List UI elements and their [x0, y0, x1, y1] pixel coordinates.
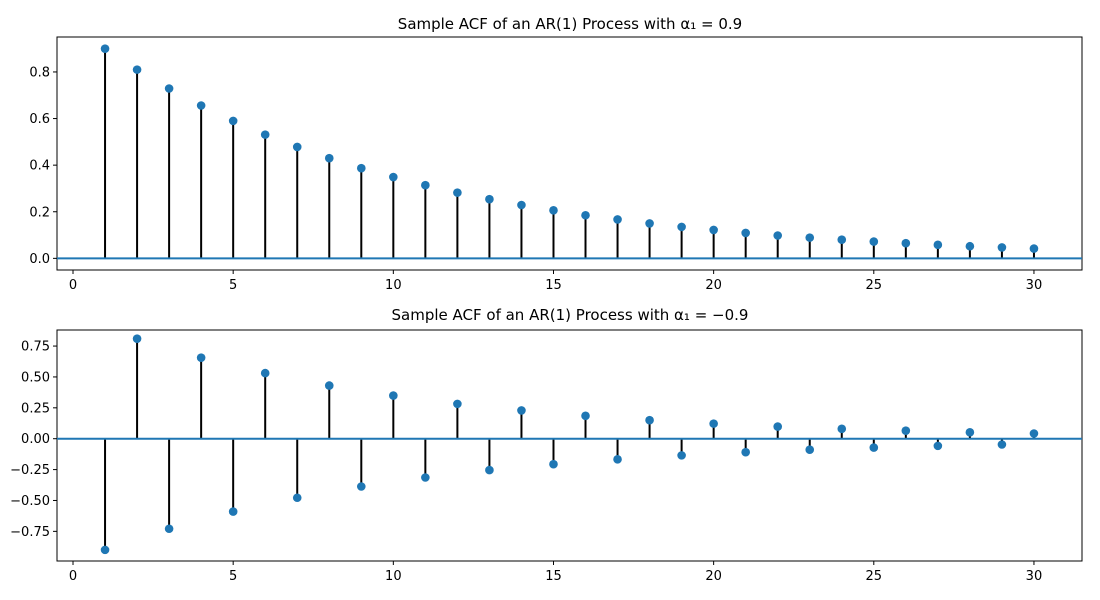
acf-point	[485, 194, 494, 204]
acf-point	[292, 493, 302, 503]
y-tick-label: 0.6	[29, 112, 50, 127]
acf-point	[997, 243, 1007, 252]
x-tick-label: 10	[385, 569, 402, 584]
x-tick-label: 30	[1026, 569, 1043, 584]
acf-point	[517, 406, 526, 415]
acf-point	[869, 443, 879, 452]
x-tick-label: 0	[69, 278, 77, 293]
x-tick-label: 0	[69, 569, 77, 584]
acf-point	[645, 415, 654, 425]
acf-point	[421, 473, 430, 482]
acf-point	[773, 231, 783, 240]
y-tick-label: 0.8	[29, 65, 50, 80]
y-tick-label: −0.75	[10, 525, 50, 540]
acf-point	[677, 222, 686, 232]
acf-point	[164, 84, 174, 93]
acf-point	[837, 235, 847, 245]
acf-point	[613, 215, 622, 224]
acf-point	[453, 399, 462, 409]
x-tick-label: 5	[229, 278, 237, 293]
acf-point	[613, 455, 622, 464]
y-tick-label: 0.75	[21, 340, 50, 355]
x-tick-label: 15	[545, 569, 562, 584]
acf-point	[645, 219, 654, 228]
acf-point	[164, 524, 174, 534]
acf-point	[260, 130, 270, 139]
acf-point	[741, 447, 750, 457]
acf-point	[324, 381, 334, 390]
acf-point	[965, 241, 975, 251]
plot-frame	[56, 36, 1083, 271]
acf-point	[517, 200, 526, 210]
acf-point	[421, 180, 430, 190]
acf-point	[965, 427, 975, 437]
acf-point	[1029, 429, 1039, 438]
x-tick-label: 5	[229, 569, 237, 584]
acf-point	[997, 440, 1007, 449]
chart-title: Sample ACF of an AR(1) Process with α₁ =…	[392, 306, 749, 324]
acf-point	[677, 451, 686, 460]
acf-point	[1029, 244, 1039, 253]
acf-point	[453, 188, 462, 197]
x-tick-label: 10	[385, 278, 402, 293]
acf-point	[196, 101, 206, 110]
acf-point	[901, 426, 911, 435]
acf-point	[837, 424, 847, 434]
acf-point	[741, 228, 750, 238]
acf-point	[581, 411, 590, 421]
acf-point	[901, 238, 911, 248]
y-tick-label: 0.2	[29, 205, 50, 220]
acf-point	[356, 163, 366, 173]
x-tick-label: 30	[1026, 278, 1043, 293]
acf-point	[356, 482, 366, 491]
acf-point	[389, 172, 398, 182]
acf-point	[709, 419, 718, 428]
acf-point	[549, 206, 558, 215]
acf-point	[805, 233, 815, 242]
acf-point	[709, 225, 718, 235]
x-tick-label: 15	[545, 278, 562, 293]
y-tick-label: 0.0	[29, 252, 50, 267]
y-tick-label: 0.4	[29, 159, 50, 174]
acf-point	[549, 459, 558, 469]
acf-point	[132, 334, 142, 343]
acf-point	[933, 240, 943, 250]
y-tick-label: −0.25	[10, 463, 50, 478]
y-tick-label: 0.50	[21, 370, 50, 385]
acf-point	[581, 210, 590, 220]
x-tick-label: 20	[705, 569, 722, 584]
acf-point	[228, 507, 238, 516]
acf-point	[485, 465, 494, 475]
acf-point	[292, 142, 302, 152]
acf-point	[389, 391, 398, 400]
acf-point	[228, 116, 238, 126]
acf-point	[100, 44, 110, 53]
acf-point	[100, 545, 110, 555]
x-tick-label: 25	[866, 278, 883, 293]
acf-panel-negative: Sample ACF of an AR(1) Process with α₁ =…	[10, 306, 1083, 584]
acf-point	[869, 237, 879, 246]
acf-point	[773, 422, 783, 431]
acf-point	[805, 445, 815, 455]
x-tick-label: 25	[866, 569, 883, 584]
acf-point	[324, 153, 334, 163]
acf-point	[196, 353, 206, 362]
acf-point	[132, 65, 142, 74]
y-tick-label: 0.25	[21, 401, 50, 416]
acf-point	[260, 368, 270, 378]
acf-point	[933, 441, 943, 451]
acf-panel-positive: Sample ACF of an AR(1) Process with α₁ =…	[29, 15, 1083, 293]
x-tick-label: 20	[705, 278, 722, 293]
y-tick-label: 0.00	[21, 432, 50, 447]
plot-frame	[56, 329, 1083, 562]
y-tick-label: −0.50	[10, 494, 50, 509]
chart-title: Sample ACF of an AR(1) Process with α₁ =…	[398, 15, 742, 33]
